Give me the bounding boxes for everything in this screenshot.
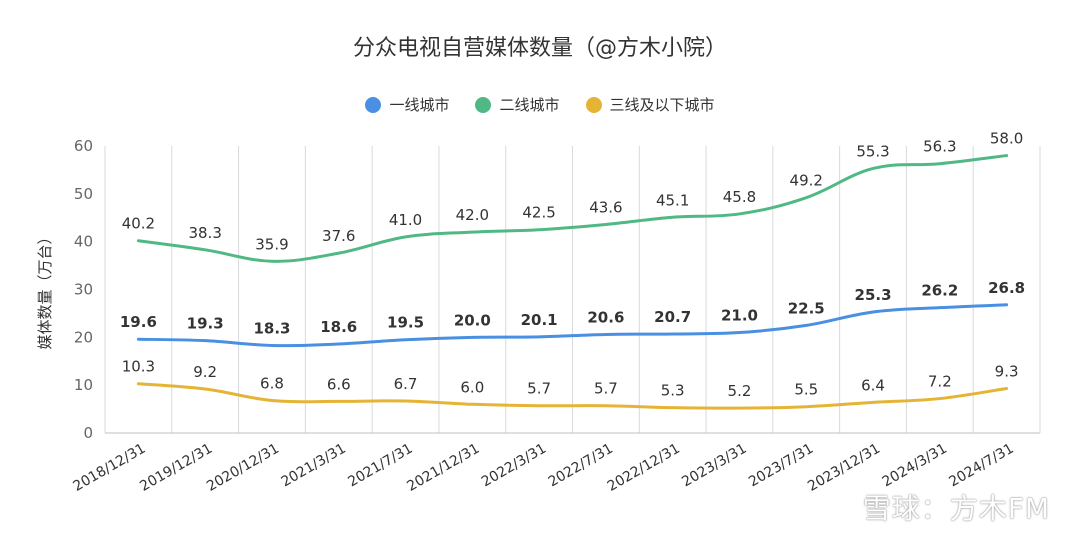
legend-marker-tier2 [475,96,492,113]
data-label: 7.2 [928,373,952,391]
watermark: 雪球：方木FM [862,492,1050,525]
data-label: 22.5 [788,299,825,317]
data-label: 6.0 [460,378,484,396]
series-line [136,303,1009,348]
data-label: 26.2 [921,282,958,300]
y-tick-label: 50 [74,185,93,203]
x-tick-label: 2018/12/31 [71,441,149,495]
data-label: 5.7 [594,380,618,398]
data-label: 19.5 [387,314,424,332]
data-label: 41.0 [389,211,422,229]
data-label: 5.3 [661,382,685,400]
y-tick-label: 60 [74,137,93,155]
data-label: 5.5 [794,381,818,399]
data-label: 45.8 [723,188,756,206]
data-label: 19.3 [187,315,224,333]
legend-label-tier1: 一线城市 [389,96,450,114]
legend-item-tier2[interactable]: 二线城市 [475,94,560,115]
data-label: 25.3 [855,286,892,304]
data-label: 38.3 [188,224,221,242]
data-label: 40.2 [122,215,155,233]
data-label: 35.9 [255,235,288,253]
x-tick-label: 2024/7/31 [946,441,1016,491]
y-axis-title: 媒体数量（万台） [36,229,54,349]
series-line [136,382,1009,410]
x-tick-label: 2022/3/31 [479,441,549,491]
data-label: 26.8 [988,279,1025,297]
legend-marker-tier3 [585,96,602,113]
data-label: 58.0 [990,130,1023,148]
data-label: 21.0 [721,307,758,325]
data-label: 6.6 [327,375,351,393]
y-tick-label: 10 [74,376,93,394]
legend-marker-tier1 [365,96,382,113]
chart-title: 分众电视自营媒体数量（@方木小院） [352,36,727,61]
data-label: 20.0 [454,311,491,329]
data-label: 6.4 [861,376,885,394]
data-label: 19.6 [120,313,157,331]
legend-label-tier2: 二线城市 [499,96,560,114]
data-label: 55.3 [856,142,889,160]
y-tick-label: 20 [74,328,93,346]
data-label: 45.1 [656,191,689,209]
data-label: 20.7 [654,308,691,326]
x-tick-label: 2020/12/31 [204,441,282,495]
x-tick-label: 2019/12/31 [137,441,215,495]
legend: 一线城市 二线城市 三线及以下城市 [0,94,1080,115]
data-label: 5.2 [728,382,752,400]
x-tick-label: 2021/12/31 [404,441,482,495]
data-label: 56.3 [923,138,956,156]
data-label: 43.6 [589,198,622,216]
y-tick-label: 0 [83,424,93,442]
data-label: 5.7 [527,380,551,398]
legend-item-tier1[interactable]: 一线城市 [365,94,449,115]
data-label: 42.5 [522,204,555,222]
data-label: 20.6 [587,308,624,326]
data-label: 18.3 [253,319,290,337]
x-tick-label: 2023/3/31 [679,441,749,491]
data-label: 9.2 [193,363,217,381]
data-label: 20.1 [521,311,558,329]
data-label: 6.7 [394,375,418,393]
data-label: 18.6 [320,318,357,336]
series-line [136,154,1009,263]
x-tick-label: 2021/3/31 [279,441,349,491]
data-label: 37.6 [322,227,355,245]
legend-label-tier3: 三线及以下城市 [609,96,715,114]
data-label: 9.3 [995,363,1019,381]
x-tick-label: 2022/12/31 [605,441,683,495]
legend-item-tier3[interactable]: 三线及以下城市 [585,94,715,115]
y-tick-label: 40 [74,233,93,251]
data-label: 42.0 [456,206,489,224]
y-tick-label: 30 [74,281,93,299]
data-label: 49.2 [790,172,823,190]
data-label: 10.3 [122,358,155,376]
x-tick-label: 2024/3/31 [880,441,950,491]
data-label: 6.8 [260,374,284,392]
